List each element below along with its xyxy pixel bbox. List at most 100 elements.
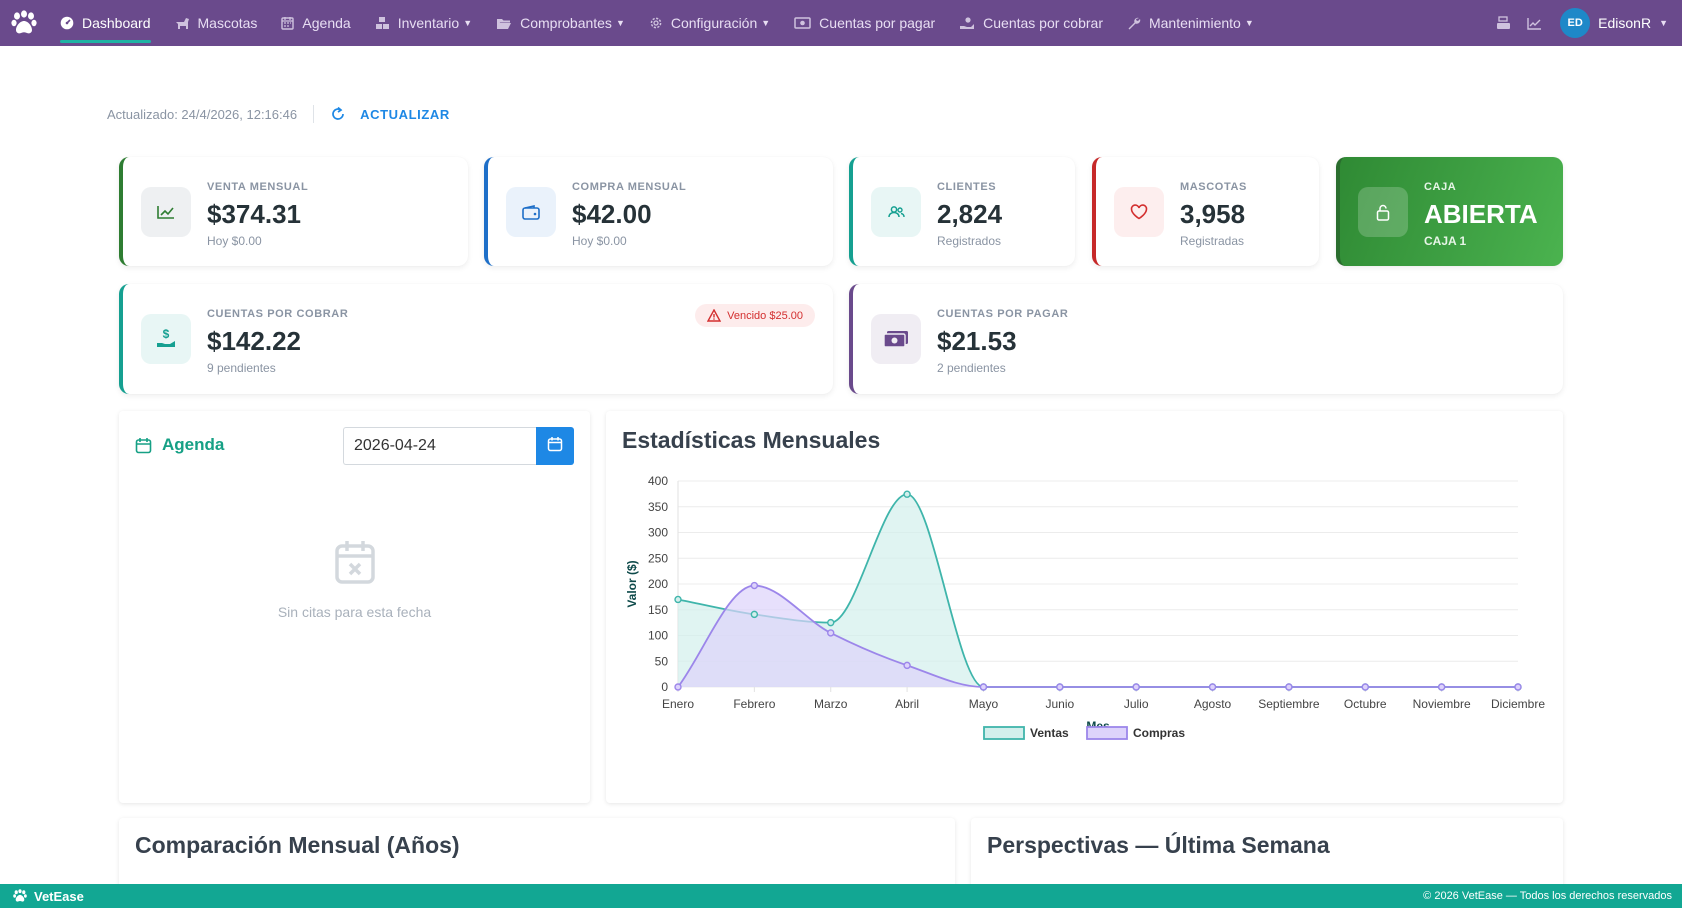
nav-right: ED EdisonR ▼: [1488, 0, 1682, 46]
chevron-down-icon[interactable]: ▼: [1659, 18, 1668, 28]
data-point-compras: [1361, 683, 1369, 691]
nav-configuracion[interactable]: Configuración ▼: [637, 0, 782, 46]
wallet-icon: [506, 187, 556, 237]
perspectives-title: Perspectivas — Última Semana: [987, 832, 1330, 858]
data-point-compras: [1437, 683, 1446, 691]
x-tick-label: Diciembre: [1491, 697, 1545, 711]
divider: [313, 105, 315, 123]
nav-label: Cuentas por cobrar: [983, 15, 1103, 31]
data-point-compras: [1132, 683, 1140, 691]
y-tick-label: 250: [648, 551, 668, 565]
update-bar: Actualizado: 24/4/2026, 12:16:46 ACTUALI…: [107, 104, 450, 124]
data-point-ventas: [903, 490, 911, 498]
nav-comprobantes[interactable]: Comprobantes ▼: [484, 0, 637, 46]
legend-label-ventas: Ventas: [1030, 726, 1069, 740]
footer-brand: VetEase: [0, 889, 84, 904]
nav-mascotas[interactable]: Mascotas: [163, 0, 270, 46]
nav-label: Configuración: [670, 15, 758, 31]
stat-label: VENTA MENSUAL: [207, 181, 309, 193]
cash-register-icon[interactable]: [1496, 16, 1511, 30]
stat-sub: 2 pendientes: [937, 361, 1006, 375]
stat-value: ABIERTA: [1424, 199, 1538, 229]
top-navbar: Dashboard Mascotas Agenda Inventario ▼ Co…: [0, 0, 1682, 46]
footer: VetEase © 2026 VetEase — Todos los derec…: [0, 884, 1682, 908]
data-point-compras: [827, 629, 835, 637]
data-point-compras: [903, 661, 911, 670]
hand-dollar-icon: $: [141, 314, 191, 364]
user-name[interactable]: EdisonR: [1598, 15, 1652, 31]
cuentas-pagar-card[interactable]: CUENTAS POR PAGAR $21.53 2 pendientes: [849, 284, 1563, 394]
monthly-stats-panel: Estadísticas Mensuales 0 50 100 150 200 250 30…: [606, 411, 1563, 803]
nav-mantenimiento[interactable]: Mantenimiento ▼: [1115, 0, 1266, 46]
y-axis-title: Valor ($): [625, 560, 639, 607]
nav-label: Cuentas por pagar: [819, 15, 936, 31]
y-tick-label: 300: [648, 526, 668, 540]
boxes-icon: [375, 16, 390, 30]
compra-mensual-card[interactable]: COMPRA MENSUAL $42.00 Hoy $0.00: [484, 157, 833, 266]
caja-card[interactable]: CAJA ABIERTA CAJA 1: [1336, 157, 1563, 266]
users-icon: [871, 187, 921, 237]
legend-label-compras: Compras: [1133, 726, 1185, 740]
y-tick-label: 400: [648, 474, 668, 488]
cuentas-cobrar-card[interactable]: $ CUENTAS POR COBRAR $142.22 9 pendiente…: [119, 284, 833, 394]
paw-logo-icon[interactable]: [0, 10, 48, 36]
data-point-compras: [979, 683, 988, 691]
overdue-badge[interactable]: Vencido $25.00: [695, 304, 815, 327]
empty-state: Sin citas para esta fecha: [119, 539, 590, 620]
date-input[interactable]: [343, 427, 536, 465]
money-bill-icon: [871, 314, 921, 364]
empty-text: Sin citas para esta fecha: [277, 604, 432, 620]
legend-swatch-ventas: [983, 726, 1025, 740]
mascotas-card[interactable]: MASCOTAS 3,958 Registradas: [1092, 157, 1319, 266]
x-tick-label: Julio: [1124, 697, 1149, 711]
data-point-ventas: [674, 595, 682, 604]
dog-icon: [175, 16, 190, 30]
hand-coin-icon: [959, 16, 975, 30]
refresh-icon: [330, 106, 346, 122]
nav-agenda[interactable]: Agenda: [269, 0, 362, 46]
nav-label: Agenda: [302, 15, 351, 31]
nav-cuentas-pagar[interactable]: Cuentas por pagar: [782, 0, 947, 46]
legend-swatch-compras: [1086, 726, 1128, 740]
data-point-compras: [1514, 683, 1522, 691]
last-updated-text: Actualizado: 24/4/2026, 12:16:46: [107, 106, 298, 122]
avatar[interactable]: ED: [1560, 8, 1591, 38]
stat-sub: Registradas: [1180, 234, 1245, 248]
calendar-icon: [547, 436, 563, 457]
series-area-compras: [678, 585, 1518, 687]
venta-mensual-card[interactable]: VENTA MENSUAL $374.31 Hoy $0.00: [119, 157, 468, 266]
nav-cuentas-cobrar[interactable]: Cuentas por cobrar: [947, 0, 1115, 46]
heart-icon: [1114, 187, 1164, 237]
chevron-down-icon: ▼: [463, 18, 473, 28]
data-point-compras: [750, 581, 759, 590]
stat-value: 3,958: [1180, 199, 1246, 229]
y-tick-label: 50: [655, 654, 669, 668]
x-tick-label: Noviembre: [1413, 697, 1471, 711]
y-tick-label: 0: [661, 680, 668, 694]
paw-icon: [12, 889, 28, 903]
nav-inventario[interactable]: Inventario ▼: [363, 0, 484, 46]
date-picker-button[interactable]: [536, 427, 574, 465]
nav-label: Dashboard: [82, 15, 151, 31]
clientes-card[interactable]: CLIENTES 2,824 Registrados: [849, 157, 1075, 266]
series-area-ventas: [678, 494, 1518, 687]
stat-sub: 9 pendientes: [207, 361, 276, 375]
wrench-icon: [1127, 16, 1141, 30]
folder-icon: [496, 17, 512, 30]
stat-sub: Hoy $0.00: [572, 234, 627, 248]
nav-dashboard[interactable]: Dashboard: [48, 0, 163, 46]
x-tick-label: Junio: [1045, 697, 1074, 711]
chart-line-icon[interactable]: [1527, 17, 1542, 30]
refresh-button[interactable]: ACTUALIZAR: [330, 106, 450, 122]
chevron-down-icon: ▼: [761, 18, 771, 28]
warning-icon: [707, 309, 722, 322]
stat-sub: Hoy $0.00: [207, 234, 262, 248]
gear-icon: [649, 16, 663, 30]
calendar-x-icon: [334, 539, 376, 590]
data-point-compras: [1208, 683, 1217, 691]
agenda-title-label: Agenda: [162, 435, 225, 454]
stat-label: CLIENTES: [937, 181, 997, 193]
overdue-label: Vencido $25.00: [727, 309, 803, 322]
agenda-panel: Agenda Sin citas para esta fecha: [119, 411, 590, 803]
nav-label: Mantenimiento: [1148, 15, 1241, 31]
